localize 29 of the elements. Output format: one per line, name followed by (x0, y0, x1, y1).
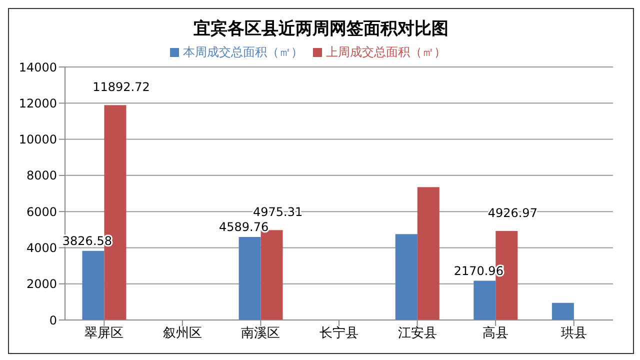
x-tick-label: 翠屏区 (84, 326, 124, 342)
x-tick-label: 珙县 (560, 326, 587, 342)
y-tick-label: 8000 (26, 168, 57, 183)
bar (474, 280, 496, 320)
y-tick-label: 2000 (26, 277, 57, 292)
data-label: 4926.97 (488, 206, 538, 220)
data-label: 11892.72 (92, 80, 150, 94)
x-tick-label: 叙州区 (162, 326, 202, 342)
bar (395, 234, 418, 320)
bar (260, 230, 283, 320)
legend-label: 本周成交总面积（㎡） (183, 45, 303, 59)
x-tick-label: 南溪区 (241, 326, 280, 342)
y-tick-label: 0 (49, 313, 57, 328)
data-label: 4975.31 (252, 205, 303, 220)
y-tick-label: 14000 (18, 60, 57, 74)
bar (238, 237, 261, 320)
x-tick-label: 长宁县 (320, 325, 358, 342)
chart-title: 宜宾各区县近两周网签面积对比图 (192, 18, 450, 40)
bar (82, 250, 104, 320)
y-tick-label: 6000 (26, 204, 57, 219)
x-tick-label: 江安县 (398, 325, 437, 342)
y-tick-label: 4000 (26, 240, 57, 255)
y-tick-label: 12000 (18, 96, 57, 110)
legend-label: 上周成交总面积（㎡） (326, 45, 446, 59)
y-tick-label: 10000 (18, 132, 57, 147)
x-tick-label: 高县 (482, 325, 509, 342)
bar (417, 187, 440, 320)
bar (552, 302, 574, 320)
data-label: 4589.76 (218, 220, 269, 234)
